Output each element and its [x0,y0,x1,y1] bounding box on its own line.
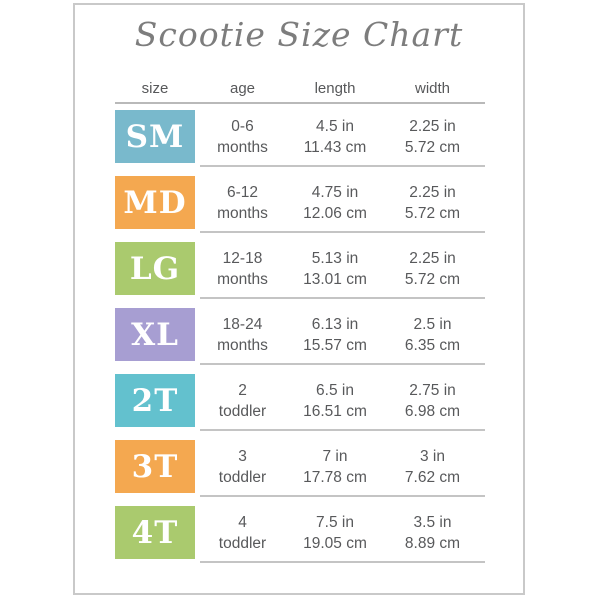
length-line1: 5.13 in [311,249,359,267]
length-cell: 5.13 in 13.01 cm [290,242,380,295]
width-cell: 2.75 in 6.98 cm [380,374,485,427]
row-divider [200,165,485,167]
age-line1: 18-24 [222,315,263,333]
header-divider [115,102,485,104]
table-row: SM 0-6 months 4.5 in 11.43 cm 2.25 in 5.… [115,110,485,176]
width-line1: 2.5 in [413,315,452,333]
age-cell: 6-12 months [195,176,290,229]
age-line1: 6-12 [226,183,259,201]
length-line2: 11.43 cm [303,138,367,156]
length-cell: 4.75 in 12.06 cm [290,176,380,229]
length-cell: 4.5 in 11.43 cm [290,110,380,163]
length-line2: 12.06 cm [303,204,367,222]
header-age: age [229,79,256,97]
size-badge: 2T [115,374,195,427]
size-badge: SM [115,110,195,163]
width-line1: 2.75 in [409,381,456,399]
age-cell: 0-6 months [195,110,290,163]
row-divider [200,363,485,365]
length-cell: 6.13 in 15.57 cm [290,308,380,361]
age-cell: 2 toddler [195,374,290,427]
age-line2: toddler [218,534,267,552]
row-divider [200,495,485,497]
size-badge: XL [115,308,195,361]
age-line2: months [217,138,268,156]
size-badge: MD [115,176,195,229]
length-line1: 6.5 in [316,381,354,399]
length-cell: 7.5 in 19.05 cm [290,506,380,559]
length-line2: 15.57 cm [303,336,367,354]
length-cell: 7 in 17.78 cm [290,440,380,493]
width-cell: 2.5 in 6.35 cm [380,308,485,361]
age-line2: toddler [218,468,267,486]
age-cell: 4 toddler [195,506,290,559]
length-line1: 6.13 in [311,315,359,333]
age-cell: 18-24 months [195,308,290,361]
row-divider [200,297,485,299]
header-size: size [141,79,169,97]
chart-frame: Scootie Size Chart size age length width… [73,3,525,595]
age-line1: 2 [238,381,247,399]
length-line2: 17.78 cm [303,468,367,486]
age-cell: 3 toddler [195,440,290,493]
table-header-row: size age length width [115,76,485,100]
width-line2: 6.98 cm [404,402,461,420]
length-line2: 16.51 cm [303,402,367,420]
size-badge: 4T [115,506,195,559]
header-width: width [414,79,451,97]
width-cell: 3.5 in 8.89 cm [380,506,485,559]
chart-title: Scootie Size Chart [134,15,464,54]
size-badge: LG [115,242,195,295]
age-line1: 4 [238,513,247,531]
table-row: XL 18-24 months 6.13 in 15.57 cm 2.5 in … [115,308,485,374]
width-line1: 3 in [420,447,445,465]
length-cell: 6.5 in 16.51 cm [290,374,380,427]
size-chart-table: size age length width SM 0-6 months 4.5 … [115,76,485,572]
length-line1: 4.75 in [311,183,359,201]
age-line2: toddler [218,402,267,420]
width-line1: 3.5 in [413,513,452,531]
row-divider [200,231,485,233]
table-row: 3T 3 toddler 7 in 17.78 cm 3 in 7.62 cm [115,440,485,506]
age-line1: 0-6 [231,117,254,135]
age-line1: 12-18 [222,249,263,267]
width-cell: 2.25 in 5.72 cm [380,110,485,163]
table-row: 2T 2 toddler 6.5 in 16.51 cm 2.75 in 6.9… [115,374,485,440]
width-cell: 2.25 in 5.72 cm [380,176,485,229]
age-line2: months [217,336,268,354]
age-line1: 3 [238,447,247,465]
width-line1: 2.25 in [409,183,456,201]
age-cell: 12-18 months [195,242,290,295]
width-line2: 8.89 cm [404,534,461,552]
width-line2: 5.72 cm [404,270,461,288]
row-divider [200,429,485,431]
age-line2: months [217,204,268,222]
width-line1: 2.25 in [409,249,456,267]
width-line2: 5.72 cm [404,138,461,156]
length-line1: 7 in [322,447,348,465]
table-row: MD 6-12 months 4.75 in 12.06 cm 2.25 in … [115,176,485,242]
table-body: SM 0-6 months 4.5 in 11.43 cm 2.25 in 5.… [115,110,485,572]
length-line2: 13.01 cm [303,270,367,288]
header-length: length [314,79,356,97]
length-line1: 7.5 in [316,513,354,531]
width-line1: 2.25 in [409,117,456,135]
row-divider [200,561,485,563]
width-line2: 7.62 cm [404,468,461,486]
table-row: LG 12-18 months 5.13 in 13.01 cm 2.25 in… [115,242,485,308]
size-badge: 3T [115,440,195,493]
table-row: 4T 4 toddler 7.5 in 19.05 cm 3.5 in 8.89… [115,506,485,572]
width-line2: 6.35 cm [404,336,461,354]
length-line2: 19.05 cm [303,534,367,552]
length-line1: 4.5 in [316,117,354,135]
age-line2: months [217,270,268,288]
width-cell: 3 in 7.62 cm [380,440,485,493]
width-cell: 2.25 in 5.72 cm [380,242,485,295]
width-line2: 5.72 cm [404,204,461,222]
